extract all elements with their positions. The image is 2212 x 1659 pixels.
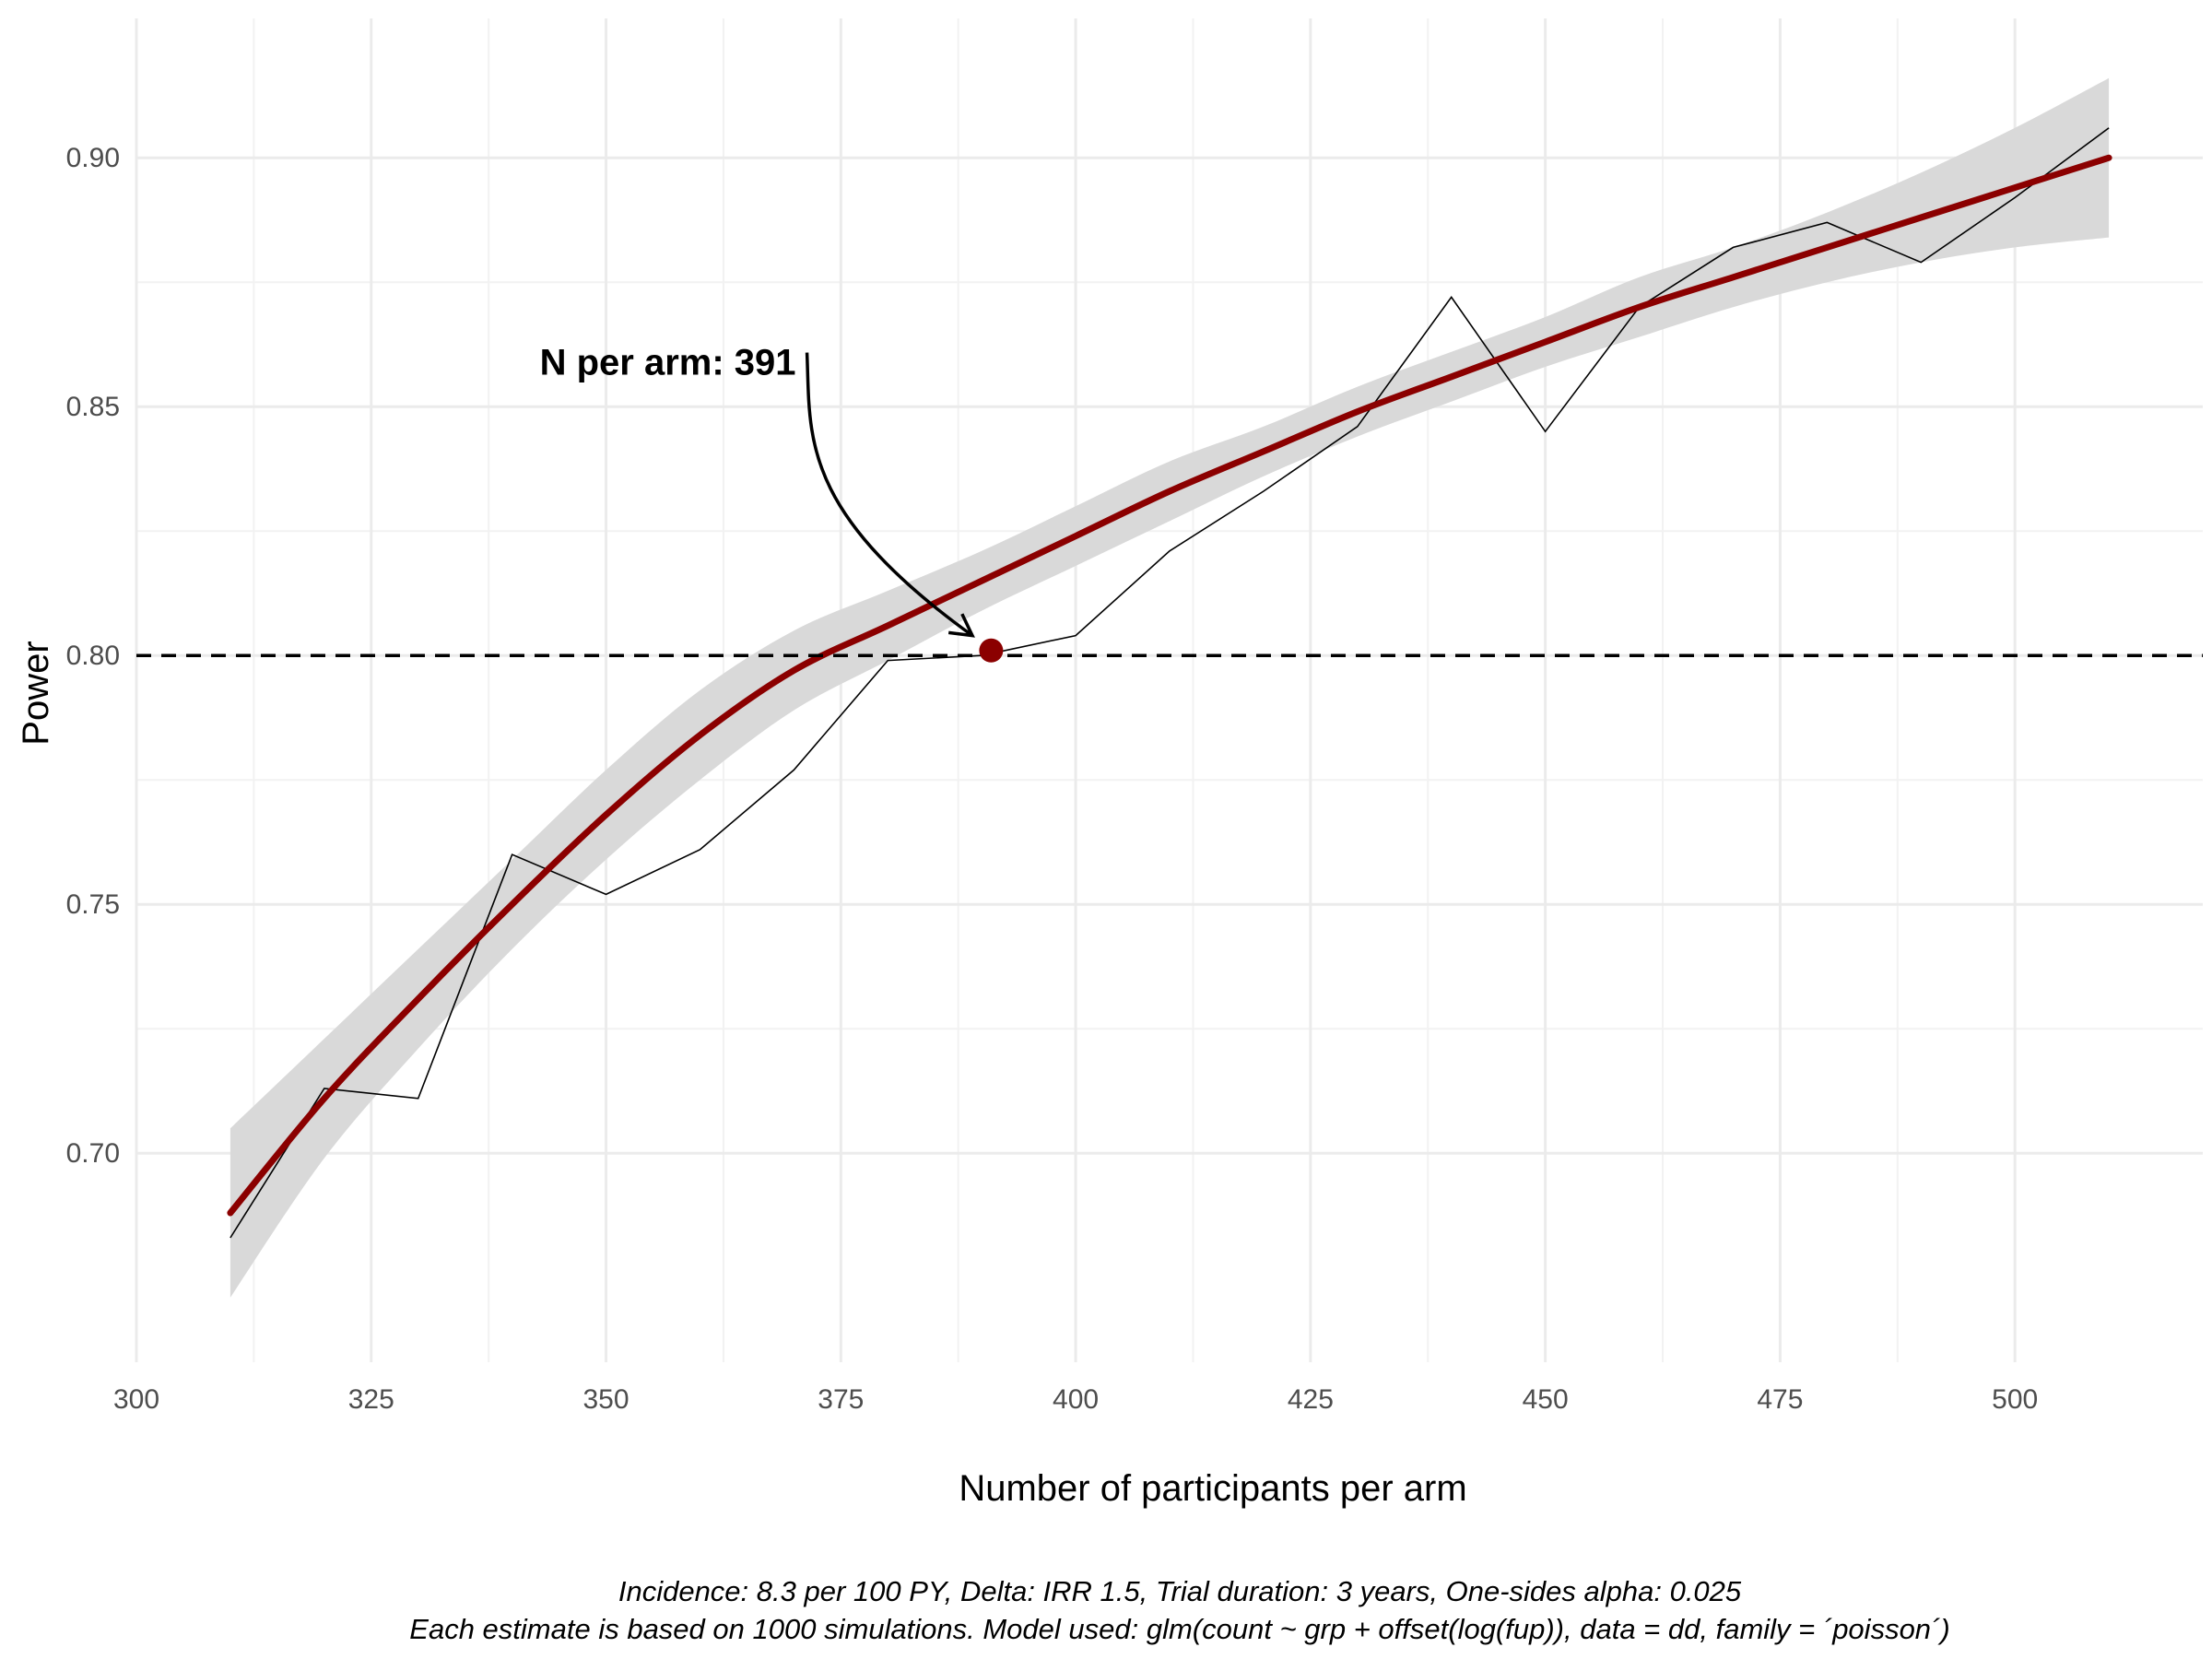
x-axis-ticks: 300 325 350 375 400 425 450 475 500 xyxy=(113,1384,2038,1415)
x-tick-label: 350 xyxy=(583,1384,629,1415)
grid-lines xyxy=(135,18,2203,1362)
x-axis-title: Number of participants per arm xyxy=(959,1468,1466,1509)
annotation-layer: N per arm: 391 xyxy=(540,343,1004,663)
x-tick-label: 300 xyxy=(113,1384,159,1415)
y-tick-label: 0.85 xyxy=(66,392,120,422)
annotation-arrow xyxy=(805,352,974,638)
x-tick-label: 375 xyxy=(818,1384,864,1415)
x-tick-label: 425 xyxy=(1288,1384,1334,1415)
annotation-label: N per arm: 391 xyxy=(540,343,796,383)
y-tick-label: 0.70 xyxy=(66,1138,120,1169)
x-tick-label: 450 xyxy=(1523,1384,1569,1415)
y-tick-label: 0.90 xyxy=(66,143,120,173)
confidence-band-layer xyxy=(229,77,2110,1298)
target-sample-size-point xyxy=(979,638,1004,663)
y-tick-label: 0.75 xyxy=(66,889,120,920)
simulated-power-line xyxy=(229,127,2110,1239)
caption-line-2: Each estimate is based on 1000 simulatio… xyxy=(409,1613,1949,1645)
simulated-line-layer xyxy=(229,127,2110,1239)
y-axis-ticks: 0.70 0.75 0.80 0.85 0.90 xyxy=(66,143,120,1169)
caption-line-1: Incidence: 8.3 per 100 PY, Delta: IRR 1.… xyxy=(618,1575,1742,1607)
smoothed-power-curve xyxy=(227,154,2112,1217)
confidence-ribbon xyxy=(229,77,2110,1298)
x-tick-label: 325 xyxy=(348,1384,394,1415)
x-tick-label: 500 xyxy=(1992,1384,2038,1415)
x-tick-label: 475 xyxy=(1757,1384,1803,1415)
y-tick-label: 0.80 xyxy=(66,641,120,671)
y-axis-title: Power xyxy=(16,641,56,745)
smooth-curve-layer xyxy=(227,154,2112,1217)
x-tick-label: 400 xyxy=(1053,1384,1099,1415)
annotation-arrowhead xyxy=(947,613,975,638)
